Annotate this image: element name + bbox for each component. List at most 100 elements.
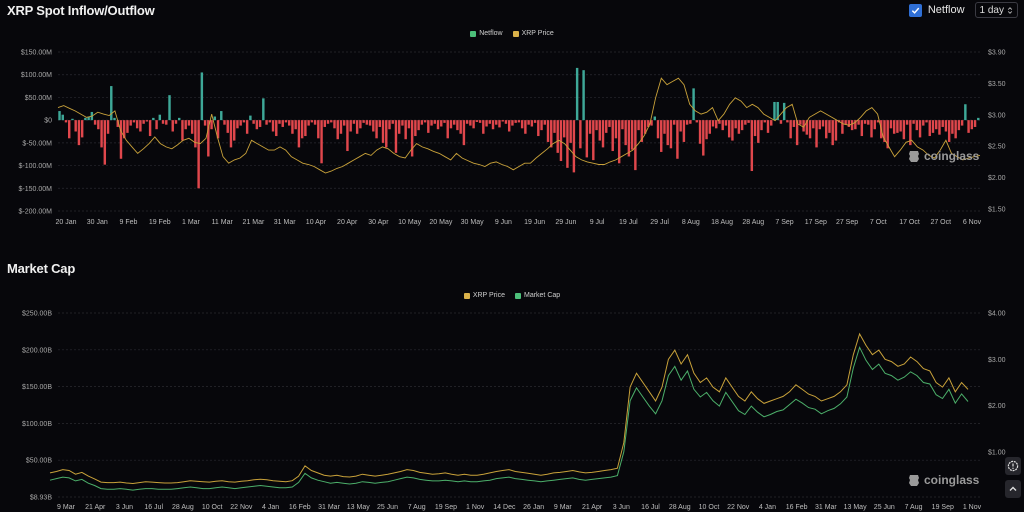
netflow-bar[interactable]	[123, 120, 126, 139]
netflow-bar[interactable]	[685, 120, 689, 125]
netflow-bar[interactable]	[540, 120, 543, 131]
netflow-bar[interactable]	[520, 120, 524, 129]
netflow-bar[interactable]	[68, 120, 71, 139]
netflow-bar[interactable]	[397, 120, 401, 134]
netflow-bar[interactable]	[216, 120, 220, 139]
netflow-bar[interactable]	[624, 120, 627, 146]
netflow-bar[interactable]	[368, 120, 372, 126]
netflow-bar[interactable]	[284, 120, 288, 123]
netflow-bar[interactable]	[750, 120, 754, 172]
netflow-bar[interactable]	[634, 120, 637, 171]
netflow-bar[interactable]	[585, 120, 589, 158]
netflow-bar[interactable]	[504, 120, 508, 124]
netflow-bar[interactable]	[863, 120, 867, 124]
netflow-bar[interactable]	[129, 120, 132, 126]
legend-xrp-price[interactable]: XRP Price	[512, 30, 554, 37]
netflow-bar[interactable]	[507, 120, 511, 132]
netflow-bar[interactable]	[430, 120, 433, 126]
netflow-bar[interactable]	[595, 120, 598, 131]
netflow-bar[interactable]	[77, 120, 81, 146]
spot-flow-chart[interactable]: $150.00M $100.00M $50.00M $0 $-50.00M $-100.0…	[0, 0, 1024, 230]
netflow-bar[interactable]	[258, 120, 262, 127]
netflow-bar[interactable]	[407, 120, 411, 129]
netflow-bar[interactable]	[795, 120, 799, 146]
netflow-bar[interactable]	[918, 120, 922, 138]
netflow-bar[interactable]	[909, 120, 912, 146]
netflow-bar[interactable]	[967, 120, 970, 133]
legend-xrp-price[interactable]: XRP Price	[463, 292, 505, 299]
netflow-bar[interactable]	[443, 120, 446, 123]
netflow-bar[interactable]	[572, 120, 576, 173]
netflow-bar[interactable]	[385, 120, 388, 148]
netflow-bar[interactable]	[281, 120, 284, 127]
netflow-bar[interactable]	[886, 120, 889, 149]
netflow-bar[interactable]	[592, 120, 595, 161]
netflow-bar[interactable]	[601, 120, 605, 148]
netflow-bar[interactable]	[116, 120, 119, 127]
netflow-bar[interactable]	[365, 120, 369, 125]
netflow-bar[interactable]	[977, 117, 980, 121]
netflow-bar[interactable]	[297, 120, 301, 148]
netflow-bar[interactable]	[449, 120, 453, 129]
netflow-bar[interactable]	[93, 120, 97, 125]
netflow-bar[interactable]	[702, 120, 705, 156]
netflow-bar[interactable]	[440, 120, 443, 127]
netflow-bar[interactable]	[960, 120, 964, 126]
netflow-bar[interactable]	[177, 117, 181, 121]
netflow-bar[interactable]	[834, 120, 838, 141]
checkbox-checked-icon[interactable]	[908, 3, 922, 17]
netflow-bar[interactable]	[355, 120, 359, 134]
netflow-bar[interactable]	[372, 120, 375, 132]
netflow-bar[interactable]	[698, 120, 702, 144]
netflow-bar[interactable]	[375, 120, 378, 139]
netflow-bar[interactable]	[653, 116, 656, 121]
legend-netflow[interactable]: Netflow	[470, 30, 503, 37]
interval-select[interactable]: 1 day	[974, 2, 1018, 18]
netflow-bar[interactable]	[300, 120, 304, 139]
netflow-bar[interactable]	[588, 120, 592, 134]
netflow-bar[interactable]	[313, 120, 317, 125]
netflow-bar[interactable]	[705, 120, 708, 140]
netflow-bar[interactable]	[207, 120, 210, 157]
netflow-bar[interactable]	[349, 120, 352, 132]
netflow-bar[interactable]	[190, 120, 194, 134]
netflow-bar[interactable]	[388, 120, 391, 130]
netflow-bar[interactable]	[465, 120, 469, 124]
netflow-bar[interactable]	[740, 120, 744, 131]
netflow-bar[interactable]	[352, 120, 356, 124]
netflow-bar[interactable]	[71, 118, 74, 121]
netflow-bar[interactable]	[815, 120, 818, 148]
netflow-bar[interactable]	[229, 120, 233, 148]
netflow-bar[interactable]	[417, 120, 420, 131]
netflow-bar[interactable]	[423, 120, 427, 123]
netflow-bar[interactable]	[850, 120, 854, 131]
netflow-bar[interactable]	[333, 120, 336, 129]
netflow-bar[interactable]	[275, 120, 278, 137]
netflow-bar[interactable]	[582, 70, 585, 121]
netflow-bar[interactable]	[818, 120, 821, 130]
netflow-bar[interactable]	[491, 120, 495, 130]
netflow-bar[interactable]	[844, 120, 847, 125]
netflow-bar[interactable]	[446, 120, 449, 139]
netflow-bar[interactable]	[766, 120, 770, 133]
netflow-bar[interactable]	[187, 120, 191, 126]
netflow-bar[interactable]	[194, 120, 197, 148]
netflow-bar[interactable]	[770, 120, 773, 126]
netflow-bar[interactable]	[617, 120, 621, 164]
netflow-bar[interactable]	[84, 117, 87, 121]
netflow-bar[interactable]	[731, 120, 734, 141]
netflow-bar[interactable]	[100, 120, 103, 148]
netflow-bar[interactable]	[821, 120, 825, 127]
netflow-bar[interactable]	[220, 111, 223, 121]
netflow-bar[interactable]	[87, 116, 90, 121]
netflow-bar[interactable]	[132, 120, 136, 123]
netflow-bar[interactable]	[459, 120, 462, 134]
netflow-bar[interactable]	[889, 120, 893, 129]
netflow-bar[interactable]	[530, 120, 534, 127]
netflow-bar[interactable]	[867, 120, 870, 125]
netflow-bar[interactable]	[935, 120, 938, 130]
netflow-bar[interactable]	[236, 120, 239, 129]
netflow-bar[interactable]	[656, 120, 660, 139]
netflow-bar[interactable]	[307, 120, 310, 126]
netflow-bar[interactable]	[304, 120, 307, 137]
